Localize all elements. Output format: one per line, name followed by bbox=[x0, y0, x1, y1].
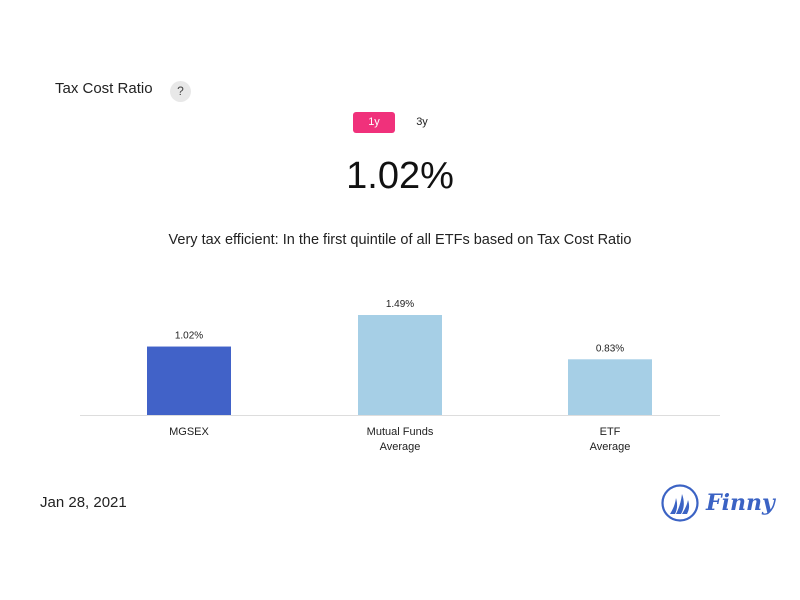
bar[interactable] bbox=[147, 346, 231, 415]
efficiency-description: Very tax efficient: In the first quintil… bbox=[168, 232, 632, 248]
bar[interactable] bbox=[358, 315, 442, 415]
as-of-date: Jan 28, 2021 bbox=[40, 494, 127, 511]
x-tick-label: Average bbox=[380, 441, 421, 453]
tab-3y[interactable]: 3y bbox=[416, 116, 428, 128]
tax-cost-ratio-value: 1.02% bbox=[346, 155, 454, 197]
brand-name: Finny bbox=[706, 490, 775, 516]
section-title: Tax Cost Ratio bbox=[55, 80, 153, 97]
sailboat-icon bbox=[661, 484, 699, 522]
bar[interactable] bbox=[568, 359, 652, 415]
finny-logo[interactable]: Finny bbox=[660, 483, 775, 523]
tab-1y[interactable]: 1y bbox=[353, 112, 395, 133]
x-tick-label: ETF bbox=[600, 426, 621, 438]
bar-value-label: 1.49% bbox=[386, 299, 414, 310]
help-button[interactable]: ? bbox=[170, 81, 191, 102]
x-tick-label: MGSEX bbox=[169, 426, 209, 438]
bar-value-label: 0.83% bbox=[596, 343, 624, 354]
bar-value-label: 1.02% bbox=[175, 331, 203, 342]
x-tick-label: Average bbox=[590, 441, 631, 453]
bar-chart: 1.02% MGSEX 1.49% Mutual Funds Average 0.83% E… bbox=[80, 299, 720, 453]
x-tick-label: Mutual Funds bbox=[367, 426, 434, 438]
